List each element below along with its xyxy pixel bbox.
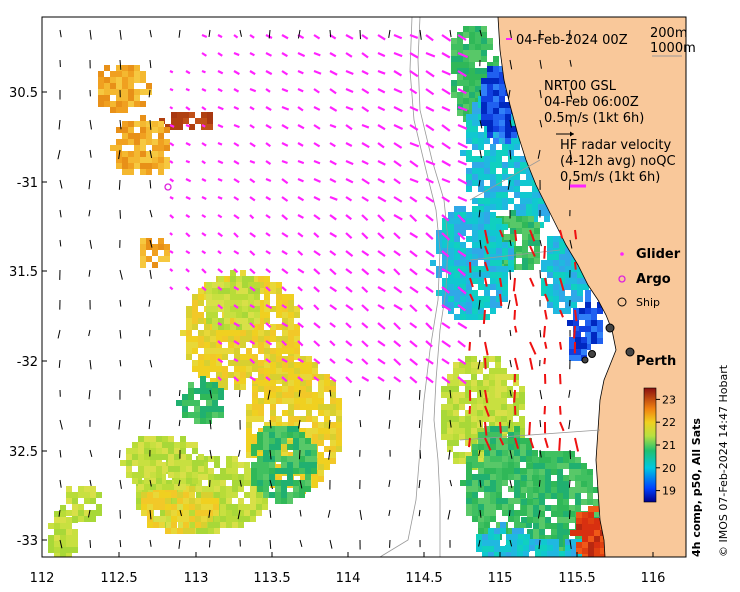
credit-text: © IMOS 07-Feb-2024 14:47 Hobart [717, 364, 730, 557]
x-tick-label: 113 [184, 571, 209, 586]
colorbar-tick-label: 22 [662, 416, 676, 429]
gsl-current-arrows [169, 33, 469, 385]
y-axis-ticks: 30.5 -31 31.5 -32 32.5 -33 [9, 86, 47, 549]
ship-icon [617, 297, 627, 307]
colorbar-tick-label: 23 [662, 393, 676, 406]
x-tick-label: 115.5 [558, 571, 595, 586]
x-tick-label: 116 [641, 571, 666, 586]
y-tick-label: -33 [17, 534, 38, 549]
y-tick-label: -31 [17, 176, 38, 191]
y-tick-label: 31.5 [9, 265, 38, 280]
x-tick-label: 112.5 [100, 571, 137, 586]
hf-scale: 0.5m/s (1kt 6h) [560, 170, 660, 185]
glider-icon [620, 252, 624, 256]
legend-argo: Argo [636, 272, 671, 287]
x-tick-label: 112 [30, 571, 55, 586]
argo-icon [618, 275, 626, 283]
colorbar [643, 387, 657, 503]
x-tick-label: 114.5 [405, 571, 442, 586]
gsl-scale: 0.5m/s (1kt 6h) [544, 111, 644, 126]
y-tick-label: -32 [17, 355, 38, 370]
colorbar-tick-label: 20 [662, 462, 676, 475]
isobath-label-1000: 1000m [650, 41, 696, 56]
plot-frame [41, 16, 687, 558]
hf-qc: (4-12h avg) noQC [560, 154, 676, 169]
city-label: Perth [636, 354, 676, 369]
x-tick-label: 115 [488, 571, 513, 586]
gsl-time: 04-Feb 06:00Z [544, 95, 639, 110]
gsl-title: NRT00 GSL [544, 79, 617, 94]
vector-ticks [57, 29, 573, 550]
y-tick-label: 30.5 [9, 86, 38, 101]
colorbar-tick-label: 19 [662, 485, 676, 498]
isobath-label-200: 200m [650, 26, 687, 41]
legend-glider: Glider [636, 247, 681, 262]
sst-pixels [48, 26, 612, 557]
x-axis-ticks: 112 112.5 113 113.5 114 114.5 115 115.5 116 [30, 552, 666, 586]
x-tick-label: 113.5 [253, 571, 290, 586]
legend-ship: Ship [636, 296, 660, 309]
y-tick-label: 32.5 [9, 445, 38, 460]
argo-float-marker [164, 183, 172, 191]
hf-title: HF radar velocity [560, 138, 672, 153]
colorbar-tick-label: 21 [662, 439, 676, 452]
x-tick-label: 114 [336, 571, 361, 586]
date-label: 04-Feb-2024 00Z [516, 33, 628, 48]
colorbar-ticks: 23 22 21 20 19 [656, 393, 676, 498]
ship-markers [581, 323, 635, 364]
colorbar-title: 4h comp, p50, All Sats [690, 418, 703, 557]
hf-radar-arrows [468, 229, 580, 452]
